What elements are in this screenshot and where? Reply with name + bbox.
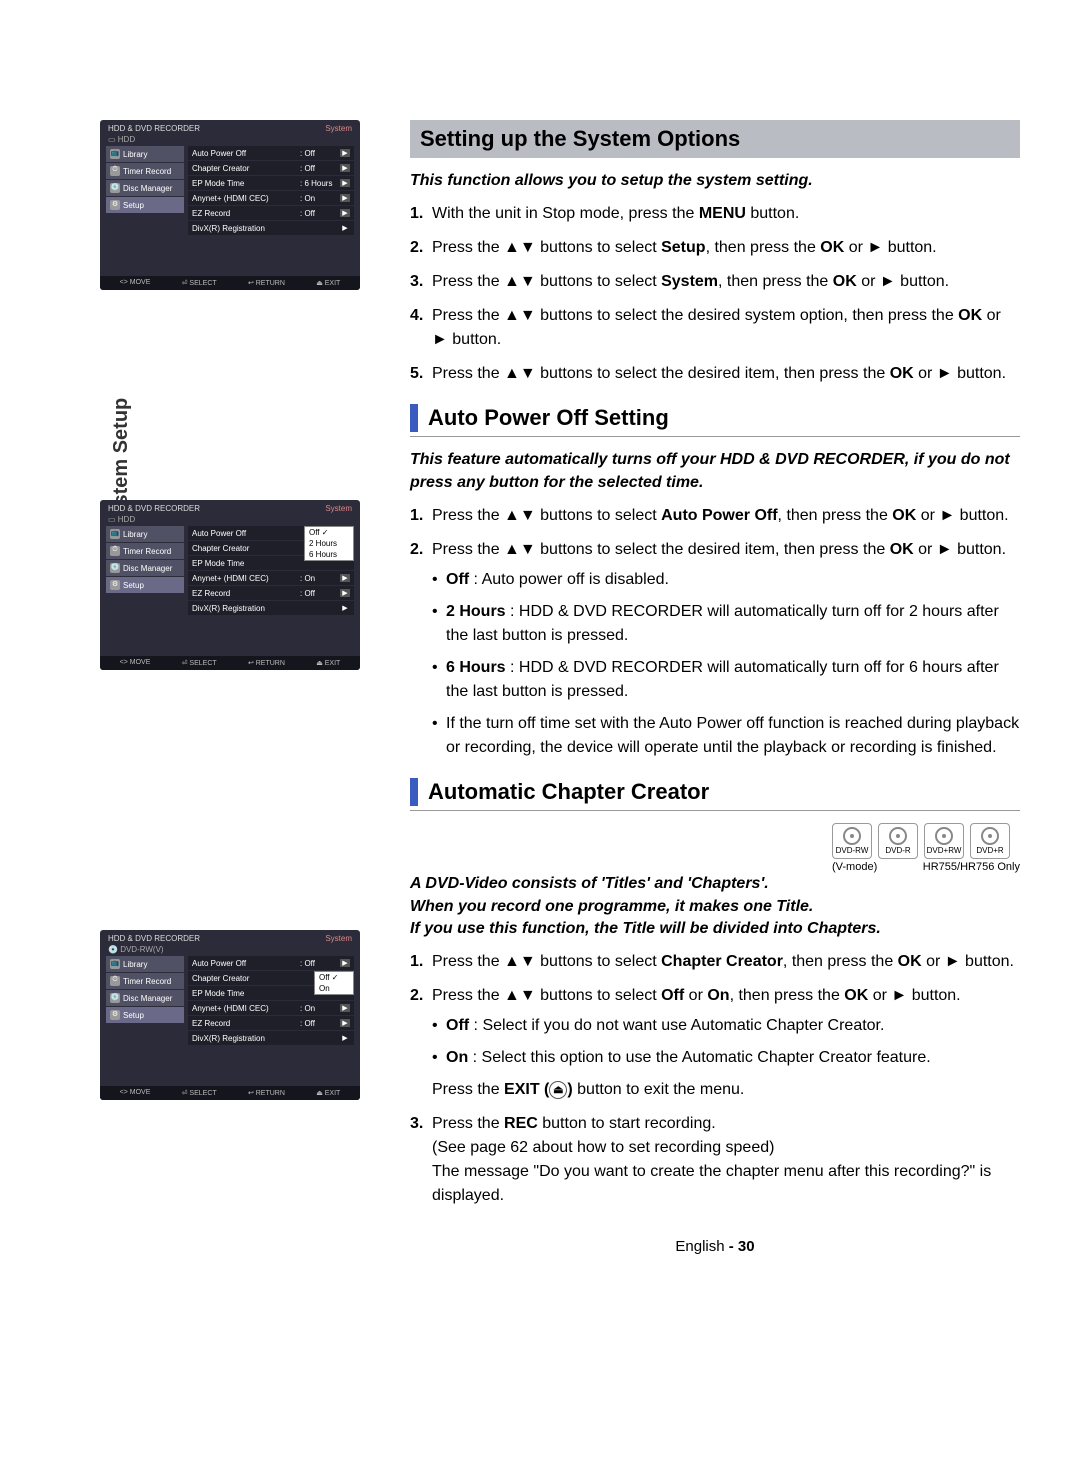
disc-compatibility-icons: DVD-RW DVD-R DVD+RW DVD+R (V-mode) HR755… — [832, 823, 1020, 873]
osd-list: Auto Power Off: Off▶ Chapter Creator: Of… — [188, 146, 354, 235]
tv-icon: 📺 — [110, 149, 120, 159]
steps-auto-power-off: Press the ▲▼ buttons to select Auto Powe… — [410, 504, 1020, 760]
section-title-system-options: Setting up the System Options — [410, 120, 1020, 158]
osd-storage: ▭ HDD — [100, 135, 360, 146]
disc-icon: 💿 — [110, 183, 120, 193]
osd-screenshot-3: HDD & DVD RECORDER System 💿 DVD-RW(V) 📺L… — [100, 930, 360, 1100]
timer-icon: ⏱ — [110, 166, 120, 176]
heading-chapter-creator: Automatic Chapter Creator — [410, 778, 1020, 811]
osd-screenshot-1: HDD & DVD RECORDER System ▭ HDD 📺Library… — [100, 120, 360, 290]
osd-footer: <> MOVE ⏎ SELECT ↩ RETURN ⏏ EXIT — [100, 276, 360, 290]
dropdown-chapter-creator: Off On — [314, 971, 354, 995]
left-column: HDD & DVD RECORDER System ▭ HDD 📺Library… — [100, 120, 380, 1255]
disc-icon: DVD-RW — [832, 823, 872, 859]
page-footer: English - 30 — [410, 1238, 1020, 1255]
exit-icon: ⏏ — [549, 1081, 567, 1099]
right-column: Setting up the System Options This funct… — [410, 120, 1020, 1255]
osd-title: HDD & DVD RECORDER — [108, 124, 200, 133]
heading-auto-power-off: Auto Power Off Setting — [410, 404, 1020, 437]
intro-text: This feature automatically turns off you… — [410, 449, 1020, 494]
gear-icon: ⚙ — [110, 200, 120, 210]
exit-instruction: Press the EXIT (⏏) button to exit the me… — [432, 1078, 1020, 1102]
steps-system-options: With the unit in Stop mode, press the ME… — [410, 202, 1020, 386]
osd-nav: 📺Library ⏱Timer Record 💿Disc Manager ⚙Se… — [106, 146, 184, 235]
intro-text: A DVD-Video consists of 'Titles' and 'Ch… — [410, 873, 1020, 940]
disc-icon: DVD+R — [970, 823, 1010, 859]
dropdown-auto-power-off: Off 2 Hours 6 Hours — [304, 526, 354, 561]
disc-icon: DVD-R — [878, 823, 918, 859]
steps-chapter-creator: Press the ▲▼ buttons to select Chapter C… — [410, 950, 1020, 1208]
arrow-right-icon: ▶ — [340, 149, 350, 157]
intro-text: This function allows you to setup the sy… — [410, 170, 1020, 192]
osd-tag: System — [325, 124, 352, 133]
osd-screenshot-2: HDD & DVD RECORDER System ▭ HDD 📺Library… — [100, 500, 360, 670]
disc-icon: DVD+RW — [924, 823, 964, 859]
